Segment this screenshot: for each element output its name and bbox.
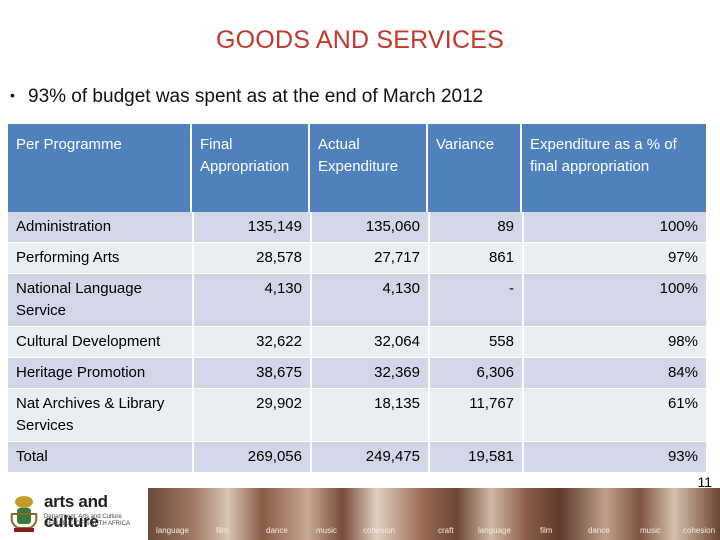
- cell-actual-expenditure: 249,475: [310, 442, 428, 473]
- bullet-text: 93% of budget was spent as at the end of…: [28, 86, 484, 107]
- cell-actual-expenditure: 32,064: [310, 327, 428, 358]
- header-final-appropriation: Final Appropriation: [192, 124, 310, 212]
- slide-title: GOODS AND SERVICES: [216, 26, 504, 54]
- budget-table: Per Programme Final Appropriation Actual…: [8, 124, 706, 473]
- cell-percent: 98%: [522, 327, 706, 358]
- table-total-row: Total 269,056 249,475 19,581 93%: [8, 442, 706, 473]
- cell-final-appropriation: 38,675: [192, 358, 310, 389]
- cell-programme: Performing Arts: [8, 243, 192, 274]
- table-row: Administration 135,149 135,060 89 100%: [8, 212, 706, 243]
- table-header-row: Per Programme Final Appropriation Actual…: [8, 124, 706, 212]
- cell-programme: National Language Service: [8, 274, 192, 327]
- header-variance: Variance: [428, 124, 522, 212]
- cell-final-appropriation: 28,578: [192, 243, 310, 274]
- cell-actual-expenditure: 135,060: [310, 212, 428, 243]
- cell-programme: Heritage Promotion: [8, 358, 192, 389]
- strip-label: music: [640, 526, 661, 535]
- table-row: Nat Archives & Library Services 29,902 18,…: [8, 389, 706, 442]
- cell-final-appropriation: 32,622: [192, 327, 310, 358]
- strip-label: dance: [266, 526, 288, 535]
- brand-name: arts and culture: [44, 492, 108, 531]
- coat-of-arms-icon: [10, 496, 38, 532]
- header-expenditure-percent: Expenditure as a % of final appropriatio…: [522, 124, 706, 212]
- strip-label: music: [316, 526, 337, 535]
- cell-programme: Nat Archives & Library Services: [8, 389, 192, 442]
- table-row: Heritage Promotion 38,675 32,369 6,306 84%: [8, 358, 706, 389]
- cell-variance: -: [428, 274, 522, 327]
- cell-actual-expenditure: 32,369: [310, 358, 428, 389]
- strip-label: film: [216, 526, 229, 535]
- cell-percent: 97%: [522, 243, 706, 274]
- strip-label: craft: [438, 526, 454, 535]
- page-number: 11: [697, 474, 712, 490]
- cell-percent: 93%: [522, 442, 706, 473]
- photo-strip: language film dance music cohesion craft langu…: [148, 488, 720, 540]
- cell-variance: 558: [428, 327, 522, 358]
- strip-label: language: [478, 526, 511, 535]
- cell-variance: 6,306: [428, 358, 522, 389]
- bullet-point: • 93% of budget was spent as at the end o…: [10, 86, 483, 108]
- cell-variance: 19,581: [428, 442, 522, 473]
- cell-programme: Administration: [8, 212, 192, 243]
- cell-variance: 861: [428, 243, 522, 274]
- cell-actual-expenditure: 4,130: [310, 274, 428, 327]
- header-programme: Per Programme: [8, 124, 192, 212]
- cell-percent: 100%: [522, 274, 706, 327]
- department-text: Department: Arts and Culture REPUBLIC OF…: [44, 514, 131, 527]
- cell-actual-expenditure: 18,135: [310, 389, 428, 442]
- bullet-icon: •: [10, 87, 15, 103]
- cell-percent: 84%: [522, 358, 706, 389]
- cell-final-appropriation: 135,149: [192, 212, 310, 243]
- table-row: Cultural Development 32,622 32,064 558 98%: [8, 327, 706, 358]
- cell-actual-expenditure: 27,717: [310, 243, 428, 274]
- cell-final-appropriation: 269,056: [192, 442, 310, 473]
- cell-percent: 100%: [522, 212, 706, 243]
- strip-label: dance: [588, 526, 610, 535]
- cell-final-appropriation: 4,130: [192, 274, 310, 327]
- header-actual-expenditure: Actual Expenditure: [310, 124, 428, 212]
- arts-and-culture-logo: arts and culture Department: Arts and Cu…: [4, 492, 144, 538]
- strip-label: cohesion: [363, 526, 396, 535]
- cell-programme: Total: [8, 442, 192, 473]
- footer-banner: arts and culture Department: Arts and Cu…: [0, 488, 720, 540]
- cell-programme: Cultural Development: [8, 327, 192, 358]
- strip-label: film: [540, 526, 553, 535]
- strip-label: language: [156, 526, 189, 535]
- cell-variance: 11,767: [428, 389, 522, 442]
- table-row: Performing Arts 28,578 27,717 861 97%: [8, 243, 706, 274]
- cell-percent: 61%: [522, 389, 706, 442]
- cell-variance: 89: [428, 212, 522, 243]
- cell-final-appropriation: 29,902: [192, 389, 310, 442]
- table-row: National Language Service 4,130 4,130-100%: [8, 274, 706, 327]
- strip-label: cohesion: [683, 526, 716, 535]
